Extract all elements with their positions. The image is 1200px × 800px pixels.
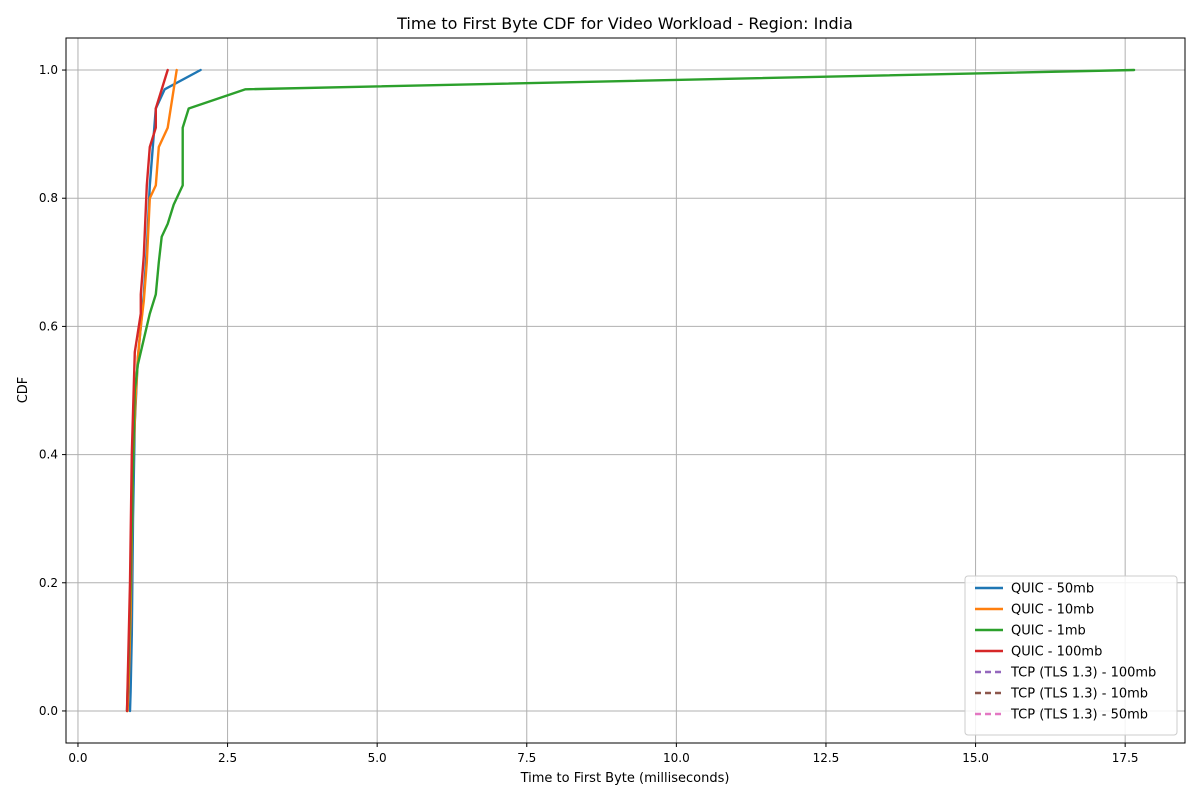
y-tick-label: 1.0 [39, 63, 58, 77]
x-axis-label: Time to First Byte (milliseconds) [520, 771, 730, 786]
legend-label: QUIC - 100mb [1011, 645, 1102, 660]
x-tick-label: 10.0 [663, 751, 690, 765]
chart-title: Time to First Byte CDF for Video Workloa… [396, 14, 853, 33]
y-axis-label: CDF [16, 377, 31, 404]
x-axis: 0.0 2.5 5.0 7.5 10.0 12.5 15.0 17.5 [68, 743, 1139, 765]
legend-label: QUIC - 1mb [1011, 624, 1086, 639]
legend-label: QUIC - 50mb [1011, 582, 1094, 597]
legend-label: TCP (TLS 1.3) - 10mb [1010, 687, 1148, 702]
x-tick-label: 2.5 [218, 751, 237, 765]
x-tick-label: 7.5 [517, 751, 536, 765]
legend-label: QUIC - 10mb [1011, 603, 1094, 618]
x-tick-label: 15.0 [962, 751, 989, 765]
x-tick-label: 0.0 [68, 751, 87, 765]
series-line-3 [125, 68, 169, 713]
series-lines [125, 68, 1136, 713]
y-tick-label: 0.2 [39, 576, 58, 590]
legend: QUIC - 50mb QUIC - 10mb QUIC - 1mb QUIC - 1… [964, 575, 1178, 736]
y-tick-label: 0.8 [39, 191, 58, 205]
x-tick-label: 5.0 [368, 751, 387, 765]
legend-label: TCP (TLS 1.3) - 100mb [1010, 666, 1156, 681]
plot-frame [65, 37, 1186, 744]
legend-box [964, 575, 1178, 736]
legend-label: TCP (TLS 1.3) - 50mb [1010, 708, 1148, 723]
series-line-2 [125, 68, 1136, 713]
x-tick-label: 17.5 [1112, 751, 1139, 765]
y-tick-label: 0.6 [39, 319, 58, 333]
y-tick-label: 0.4 [39, 448, 58, 462]
y-tick-label: 0.0 [39, 704, 58, 718]
x-tick-label: 12.5 [813, 751, 840, 765]
y-axis: 0.0 0.2 0.4 0.6 0.8 1.0 [39, 63, 66, 718]
